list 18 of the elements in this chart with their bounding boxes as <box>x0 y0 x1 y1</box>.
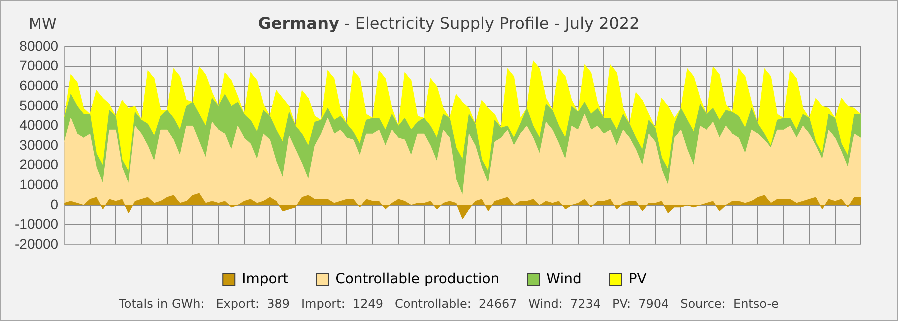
y-tick-label: 70000 <box>20 58 59 74</box>
y-tick-label: 60000 <box>20 77 59 94</box>
y-tick-label: 80000 <box>20 38 59 54</box>
legend-label: Import <box>242 272 290 288</box>
legend-label: Controllable production <box>336 272 500 288</box>
chart-title: Germany - Electricity Supply Profile - July 2022 <box>258 14 640 33</box>
y-tick-label: 50000 <box>20 97 59 114</box>
legend-label: PV <box>628 272 648 288</box>
y-axis-title: MW <box>29 15 57 33</box>
y-tick-label: 40000 <box>20 117 59 134</box>
y-tick-label: 10000 <box>20 176 59 192</box>
y-tick-label: 20000 <box>20 156 59 173</box>
text: Totals in GWh: Export: 389 Import: 1249 Controllable: 24667 Wind: 7234 PV: 7904 Source: Entso-e <box>118 297 780 311</box>
y-tick-label: -10000 <box>15 216 59 232</box>
legend-label: Wind <box>546 272 582 288</box>
y-tick-label: 0 <box>50 196 59 212</box>
y-tick-label: -20000 <box>15 236 59 252</box>
y-tick-label: 30000 <box>20 136 59 153</box>
